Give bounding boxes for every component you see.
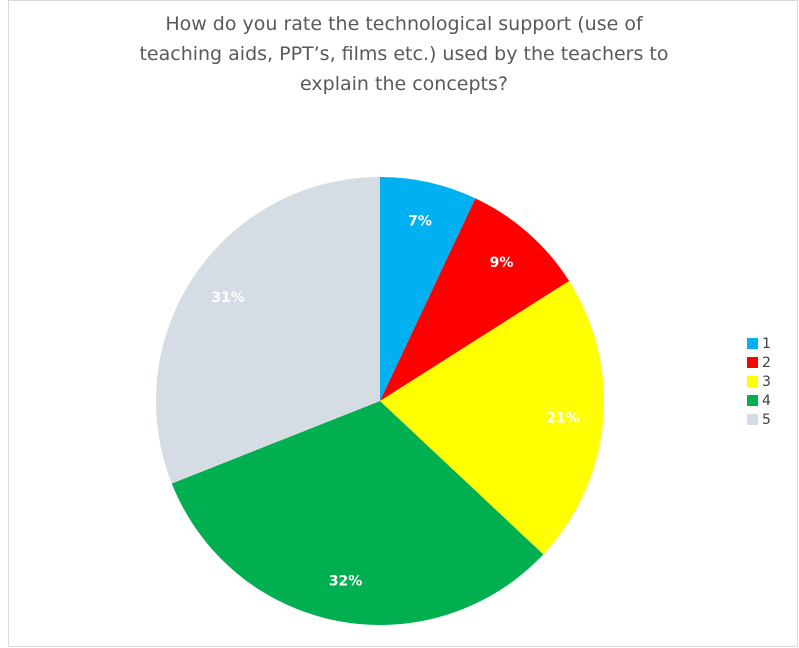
legend-swatch-2 bbox=[747, 357, 758, 368]
legend-swatch-5 bbox=[747, 414, 758, 425]
legend-label-5: 5 bbox=[762, 411, 771, 428]
pie-slice-3 bbox=[380, 280, 605, 555]
data-label-1: 7% bbox=[408, 214, 432, 230]
legend-label-3: 3 bbox=[762, 373, 771, 390]
chart-frame: How do you rate the technological suppor… bbox=[8, 0, 798, 647]
data-label-2: 9% bbox=[490, 255, 514, 271]
pie-chart: 7% 9% 21% 32% 31% bbox=[156, 177, 605, 626]
legend-label-2: 2 bbox=[762, 354, 771, 371]
legend-item-2: 2 bbox=[747, 353, 797, 372]
legend-item-3: 3 bbox=[747, 372, 797, 391]
data-label-4: 32% bbox=[329, 573, 363, 589]
legend-swatch-1 bbox=[747, 338, 758, 349]
legend-item-4: 4 bbox=[747, 391, 797, 410]
pie-slice-1 bbox=[380, 177, 476, 401]
pie-slice-4 bbox=[171, 401, 544, 626]
chart-legend: 1 2 3 4 5 bbox=[747, 334, 797, 429]
legend-swatch-3 bbox=[747, 376, 758, 387]
data-label-3: 21% bbox=[546, 410, 580, 426]
chart-title: How do you rate the technological suppor… bbox=[9, 9, 799, 99]
pie-slice-2 bbox=[380, 198, 570, 401]
pie-slice-5 bbox=[156, 177, 380, 484]
legend-label-4: 4 bbox=[762, 392, 771, 409]
legend-item-5: 5 bbox=[747, 410, 797, 429]
legend-item-1: 1 bbox=[747, 334, 797, 353]
legend-swatch-4 bbox=[747, 395, 758, 406]
chart-title-line-1: How do you rate the technological suppor… bbox=[165, 13, 643, 35]
chart-title-line-3: explain the concepts? bbox=[300, 73, 508, 95]
chart-title-line-2: teaching aids, PPT’s, films etc.) used b… bbox=[139, 43, 669, 65]
data-label-5: 31% bbox=[211, 290, 245, 306]
legend-label-1: 1 bbox=[762, 335, 771, 352]
